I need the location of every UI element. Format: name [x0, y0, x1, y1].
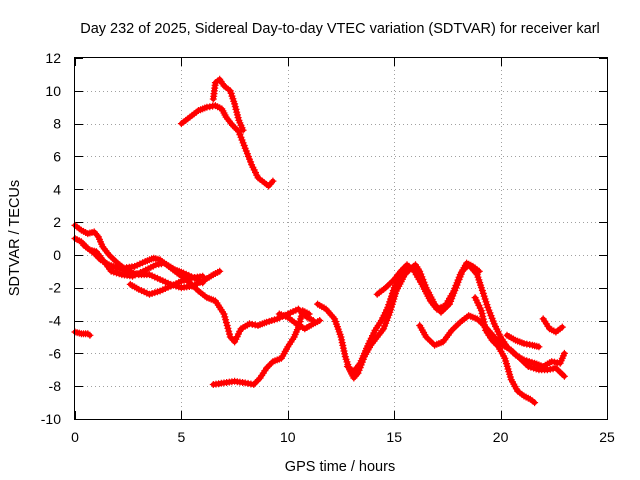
y-tick-label: -6 — [49, 345, 62, 361]
data-point — [490, 338, 498, 346]
series-arc-k — [343, 264, 411, 375]
data-point — [531, 399, 539, 407]
y-tick-label: 4 — [53, 181, 61, 197]
data-point — [250, 381, 258, 388]
data-point — [229, 121, 236, 129]
x-tick-labels: 0 5 10 15 20 25 — [71, 429, 615, 445]
data-point — [239, 126, 247, 134]
data-point — [400, 264, 408, 272]
y-tick-label: 6 — [53, 148, 61, 164]
data-point — [305, 310, 313, 318]
y-tick-label: 10 — [45, 83, 61, 99]
x-axis-label: GPS time / hours — [285, 459, 395, 475]
y-tick-label: -8 — [49, 378, 62, 394]
data-point — [255, 376, 262, 384]
chart-title: Day 232 of 2025, Sidereal Day-to-day VTE… — [80, 21, 600, 37]
data-point — [493, 341, 501, 349]
y-tick-label: -10 — [41, 411, 61, 427]
data-point — [558, 323, 566, 331]
data-point — [199, 279, 207, 287]
series-arc-d — [126, 272, 207, 298]
y-tick-label: 0 — [53, 247, 61, 263]
data-point — [269, 177, 277, 185]
x-tick-label: 20 — [493, 429, 509, 445]
y-tick-label: -4 — [49, 313, 62, 329]
plot-frame — [74, 57, 608, 420]
series-arc-c — [80, 241, 207, 287]
data-series — [71, 75, 568, 407]
data-point — [199, 272, 207, 280]
data-point — [86, 331, 94, 339]
series-arc-g — [209, 75, 247, 134]
data-point — [560, 372, 568, 380]
data-point — [535, 343, 543, 351]
x-tick-label: 0 — [71, 429, 79, 445]
data-point — [251, 379, 259, 387]
data-point — [266, 361, 274, 369]
x-tick-label: 5 — [178, 429, 186, 445]
data-point — [93, 231, 101, 239]
data-point — [267, 359, 275, 367]
data-point — [560, 349, 568, 357]
y-tick-label: 12 — [45, 50, 61, 66]
data-point — [398, 266, 406, 274]
x-tick-label: 25 — [599, 429, 615, 445]
data-point — [316, 317, 324, 324]
series-arc-j — [314, 261, 568, 382]
data-point — [397, 267, 405, 275]
series-arc-f — [177, 102, 277, 190]
data-point — [264, 363, 272, 370]
series-arc-o — [503, 331, 543, 351]
series-arc-m — [416, 312, 568, 380]
y-tick-labels: -10 -8 -6 -4 -2 0 2 4 6 8 10 12 — [41, 50, 61, 427]
series-arc-l — [373, 259, 483, 313]
series-arc-h — [209, 307, 313, 388]
y-tick-label: 8 — [53, 116, 61, 132]
data-point — [253, 377, 261, 385]
y-tick-label: -2 — [49, 280, 62, 296]
series-arc-e — [71, 328, 94, 339]
data-point — [216, 267, 224, 275]
x-tick-label: 15 — [386, 429, 402, 445]
data-point — [475, 267, 483, 275]
series-arc-p — [539, 315, 566, 336]
y-axis-label: SDTVAR / TECUs — [7, 180, 23, 296]
series-arc-n — [471, 294, 539, 407]
x-tick-label: 10 — [280, 429, 296, 445]
data-point — [491, 340, 499, 347]
data-point — [268, 179, 275, 187]
y-tick-label: 2 — [53, 214, 61, 230]
series-arc-i — [275, 310, 324, 333]
data-point — [488, 336, 496, 344]
data-point — [263, 364, 270, 372]
data-point — [232, 125, 240, 133]
data-point — [230, 123, 238, 131]
